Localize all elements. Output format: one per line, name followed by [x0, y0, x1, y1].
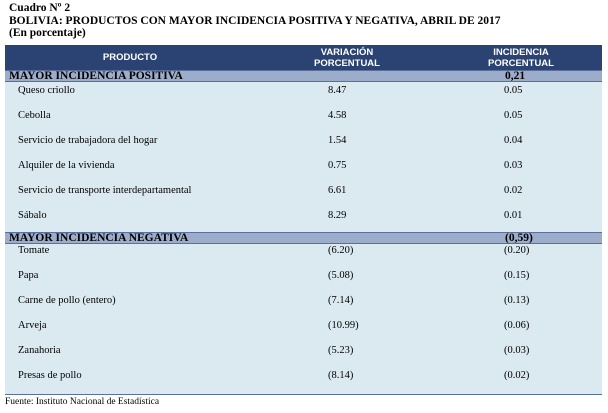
table-row: Sábalo 8.29 0.01 [5, 207, 602, 232]
table-row: Alquiler de la vivienda 0.75 0.03 [5, 157, 602, 182]
table-row: Zanahoria (5.23) (0.03) [5, 344, 602, 369]
section-positive-label: MAYOR INCIDENCIA POSITIVA [9, 70, 183, 82]
product-name: Cebolla [18, 110, 51, 121]
variation-value: (8.14) [328, 370, 354, 381]
table-unit: (En porcentaje) [9, 27, 86, 39]
product-name: Alquiler de la vivienda [18, 160, 115, 171]
incidence-value: (0.20) [504, 245, 530, 256]
variation-value: 8.47 [328, 85, 347, 96]
variation-value: (5.23) [328, 345, 354, 356]
variation-value: (5.08) [328, 270, 354, 281]
incidence-value: 0.05 [504, 85, 523, 96]
product-name: Arveja [18, 320, 47, 331]
incidence-value: 0.04 [504, 135, 523, 146]
table-row: Cebolla 4.58 0.05 [5, 107, 602, 132]
table-row: Papa (5.08) (0.15) [5, 269, 602, 294]
table-row: Tomate (6.20) (0.20) [5, 244, 602, 269]
incidence-value: (0.02) [504, 370, 530, 381]
incidence-value: 0.03 [504, 160, 523, 171]
product-name: Servicio de transporte interdepartamenta… [18, 185, 192, 196]
product-name: Presas de pollo [18, 370, 82, 381]
table-row: Servicio de transporte interdepartamenta… [5, 182, 602, 207]
variation-value: 1.54 [328, 135, 347, 146]
header-producto: PRODUCTO [102, 52, 158, 63]
header-variacion: VARIACIÓN PORCENTUAL [314, 46, 380, 69]
table-title: BOLIVIA: PRODUCTOS CON MAYOR INCIDENCIA … [9, 14, 501, 27]
incidence-value: 0.01 [504, 210, 523, 221]
table-number: Cuadro Nº 2 [9, 2, 71, 14]
product-name: Zanahoria [18, 345, 61, 356]
product-name: Tomate [18, 245, 50, 256]
section-negative-header: MAYOR INCIDENCIA NEGATIVA (0,59) [5, 232, 602, 244]
product-name: Servicio de trabajadora del hogar [18, 135, 158, 146]
header-incidencia: INCIDENCIA PORCENTUAL [488, 46, 554, 69]
incidence-value: (0.13) [504, 295, 530, 306]
table-row: Arveja (10.99) (0.06) [5, 319, 602, 344]
variation-value: (10.99) [328, 320, 359, 331]
product-name: Sábalo [18, 210, 47, 221]
table-row: Servicio de trabajadora del hogar 1.54 0… [5, 132, 602, 157]
variation-value: (6.20) [328, 245, 354, 256]
table-bottom-rule [5, 394, 602, 395]
variation-value: 8.29 [328, 210, 347, 221]
variation-value: 6.61 [328, 185, 347, 196]
table-row: Carne de pollo (entero) (7.14) (0.13) [5, 294, 602, 319]
section-positive-header: MAYOR INCIDENCIA POSITIVA 0,21 [5, 70, 602, 82]
table-row: Presas de pollo (8.14) (0.02) [5, 369, 602, 394]
table-row: Queso criollo 8.47 0.05 [5, 82, 602, 107]
section-negative-total: (0,59) [505, 232, 533, 244]
section-positive-total: 0,21 [505, 70, 526, 82]
table-header: PRODUCTO VARIACIÓN PORCENTUAL INCIDENCIA… [5, 45, 602, 70]
incidence-value: (0.15) [504, 270, 530, 281]
product-name: Papa [18, 270, 39, 281]
variation-value: 0.75 [328, 160, 347, 171]
incidence-value: 0.02 [504, 185, 523, 196]
products-table: PRODUCTO VARIACIÓN PORCENTUAL INCIDENCIA… [5, 45, 602, 395]
table-caption: Cuadro Nº 2 BOLIVIA: PRODUCTOS CON MAYOR… [9, 2, 501, 40]
incidence-value: 0.05 [504, 110, 523, 121]
source-note: Fuente: Instituto Nacional de Estadístic… [5, 397, 160, 407]
negative-rows: Tomate (6.20) (0.20) Papa (5.08) (0.15) … [5, 244, 602, 394]
product-name: Carne de pollo (entero) [18, 295, 116, 306]
variation-value: (7.14) [328, 295, 354, 306]
product-name: Queso criollo [18, 85, 75, 96]
positive-rows: Queso criollo 8.47 0.05 Cebolla 4.58 0.0… [5, 82, 602, 232]
section-negative-label: MAYOR INCIDENCIA NEGATIVA [9, 232, 189, 244]
incidence-value: (0.03) [504, 345, 530, 356]
incidence-value: (0.06) [504, 320, 530, 331]
variation-value: 4.58 [328, 110, 347, 121]
